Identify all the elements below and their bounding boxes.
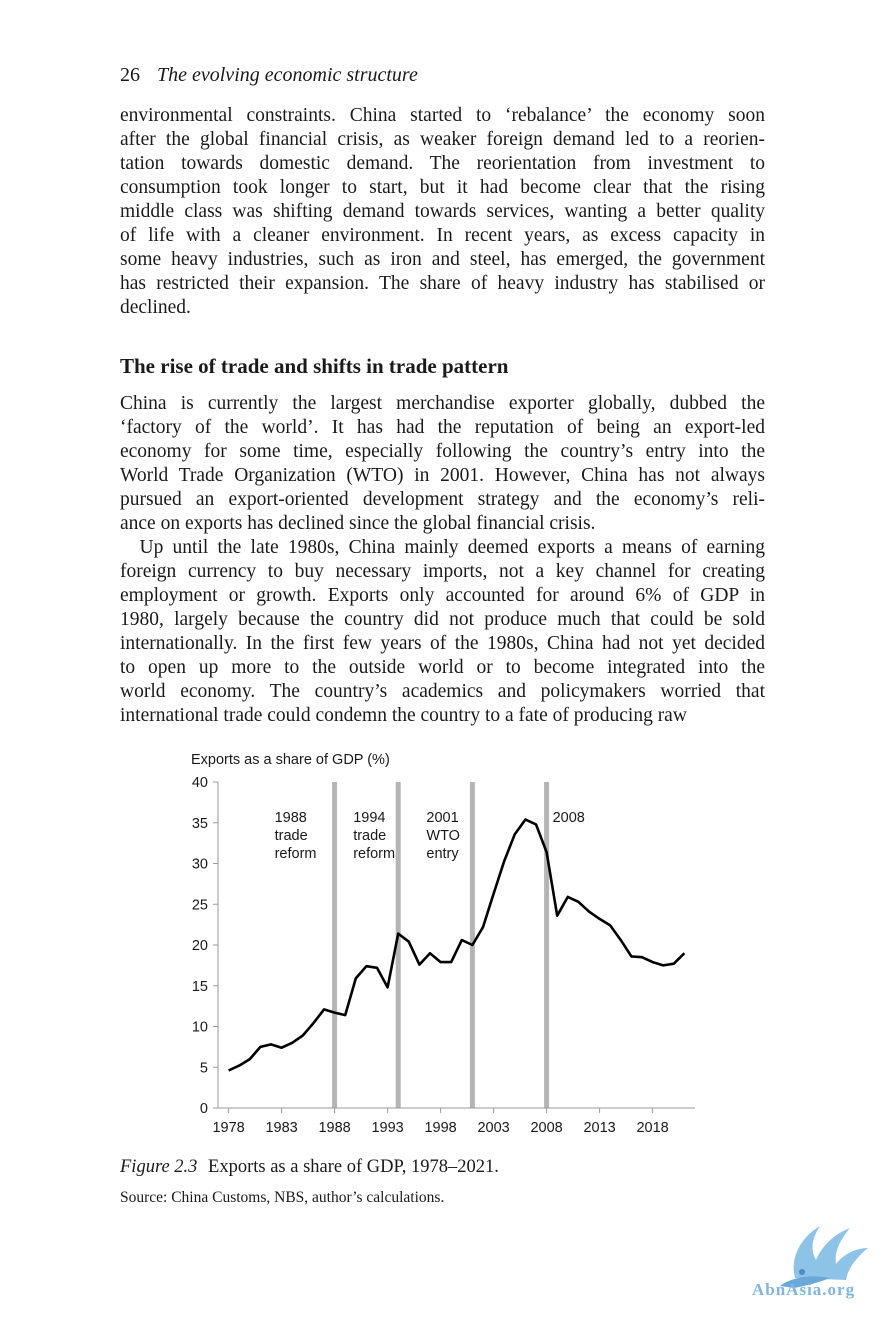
text-line: world economy. The country’s academics a… bbox=[120, 681, 765, 702]
event-annotation: entry bbox=[426, 846, 459, 862]
y-tick-label: 30 bbox=[192, 857, 208, 873]
x-tick-label: 1993 bbox=[371, 1120, 403, 1136]
y-tick-label: 35 bbox=[192, 816, 208, 832]
chart-title: Exports as a share of GDP (%) bbox=[191, 752, 390, 768]
event-annotation: trade bbox=[275, 828, 308, 844]
y-tick-label: 0 bbox=[200, 1101, 208, 1117]
section-heading: The rise of trade and shifts in trade pa… bbox=[120, 354, 509, 378]
event-annotation: 1994 bbox=[353, 810, 385, 826]
text-line: middle class was shifting demand towards… bbox=[120, 201, 765, 222]
x-tick-label: 1998 bbox=[424, 1120, 456, 1136]
text-line: after the global financial crisis, as we… bbox=[120, 129, 765, 150]
x-tick-label: 1988 bbox=[318, 1120, 350, 1136]
text-line: environmental constraints. China started… bbox=[120, 105, 765, 126]
event-annotation: 2008 bbox=[553, 810, 585, 826]
text-line: internationally. In the first few years … bbox=[120, 633, 765, 654]
text-line: employment or growth. Exports only accou… bbox=[120, 585, 765, 606]
event-annotation: 1988 bbox=[275, 810, 307, 826]
text-line: declined. bbox=[120, 297, 191, 318]
text-line: Up until the late 1980s, China mainly de… bbox=[120, 537, 766, 558]
figure-source: Source: China Customs, NBS, author’s cal… bbox=[120, 1189, 445, 1206]
figure-label: Figure 2.3 bbox=[120, 1157, 198, 1177]
paragraph-trade-intro: China is currently the largest merchandi… bbox=[120, 392, 765, 536]
text-line: international trade could condemn the co… bbox=[120, 705, 687, 726]
y-tick-label: 15 bbox=[192, 979, 208, 995]
text-line: consumption took longer to start, but it… bbox=[120, 177, 765, 198]
running-head-title: The evolving economic structure bbox=[157, 64, 418, 86]
text-line: to open up more to the outside world or … bbox=[120, 657, 765, 678]
x-tick-label: 1983 bbox=[265, 1120, 297, 1136]
x-tick-label: 2008 bbox=[530, 1120, 562, 1136]
event-annotation: reform bbox=[353, 846, 395, 862]
text-line: economy for some time, especially follow… bbox=[120, 441, 765, 462]
text-line: tation towards domestic demand. The reor… bbox=[120, 153, 765, 174]
x-tick-label: 1978 bbox=[212, 1120, 244, 1136]
text-line: ‘factory of the world’. It has had the r… bbox=[120, 417, 765, 438]
event-annotation: reform bbox=[275, 846, 317, 862]
paragraph-environment: environmental constraints. China started… bbox=[120, 104, 765, 320]
text-line: ance on exports has declined since the g… bbox=[120, 513, 596, 534]
text-line: has restricted their expansion. The shar… bbox=[120, 273, 765, 294]
y-tick-label: 25 bbox=[192, 897, 208, 913]
y-tick-label: 5 bbox=[200, 1060, 208, 1076]
series-line bbox=[228, 818, 686, 1072]
text-line: 1980, largely because the country did no… bbox=[120, 609, 765, 630]
text-line: pursued an export-oriented development s… bbox=[120, 489, 765, 510]
watermark-text: AbnAsia.org bbox=[752, 1280, 856, 1299]
y-tick-label: 20 bbox=[192, 938, 208, 954]
text-line: of life with a cleaner environment. In r… bbox=[120, 225, 765, 246]
text-line: foreign currency to buy necessary import… bbox=[120, 561, 765, 582]
text-line: some heavy industries, such as iron and … bbox=[120, 249, 765, 270]
event-annotation: trade bbox=[353, 828, 386, 844]
exports-share-chart: Exports as a share of GDP (%) 0 5 10 15 20 25 3… bbox=[191, 752, 695, 1136]
x-tick-label: 2018 bbox=[636, 1120, 668, 1136]
event-annotation: WTO bbox=[426, 828, 460, 844]
y-tick-label: 10 bbox=[192, 1020, 208, 1036]
figure-caption: Figure 2.3 Exports as a share of GDP, 19… bbox=[120, 1157, 499, 1178]
x-tick-label: 2013 bbox=[583, 1120, 615, 1136]
text-line: China is currently the largest merchandi… bbox=[120, 393, 765, 414]
figure-caption-text: Exports as a share of GDP, 1978–2021. bbox=[208, 1157, 499, 1177]
page-number: 26 bbox=[120, 64, 140, 86]
running-head: 26 The evolving economic structure bbox=[120, 64, 418, 87]
x-tick-label: 2003 bbox=[477, 1120, 509, 1136]
paragraph-early-exports: Up until the late 1980s, China mainly de… bbox=[120, 536, 765, 728]
y-tick-label: 40 bbox=[192, 775, 208, 791]
text-line: World Trade Organization (WTO) in 2001. … bbox=[120, 465, 765, 486]
abnasia-logo-icon bbox=[780, 1226, 868, 1288]
event-annotation: 2001 bbox=[426, 810, 458, 826]
